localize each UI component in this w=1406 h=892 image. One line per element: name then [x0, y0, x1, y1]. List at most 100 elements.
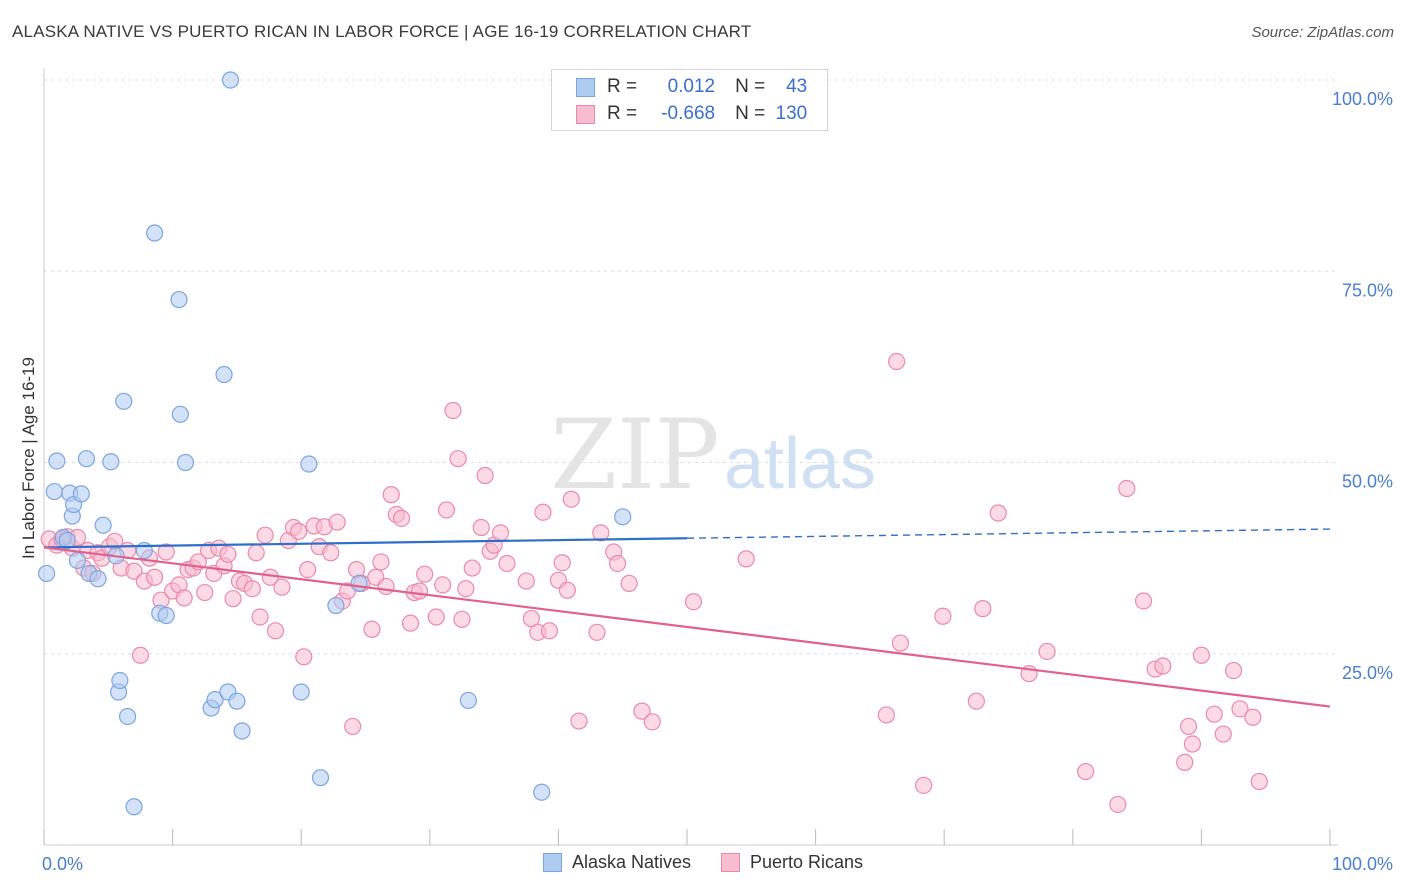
alaska-point: [45, 482, 63, 501]
puerto-point: [416, 565, 434, 583]
puerto-point: [491, 524, 510, 542]
puerto-point: [967, 692, 985, 710]
puerto-point: [427, 608, 445, 626]
alaska-point: [228, 692, 246, 710]
watermark-zip: ZIP: [550, 399, 719, 511]
puerto-point: [915, 776, 933, 794]
puerto-point: [517, 572, 535, 590]
puerto-point: [273, 578, 291, 596]
puerto-point: [540, 622, 558, 640]
r-label: R =: [607, 76, 638, 97]
alaska-point: [221, 71, 240, 89]
alaska-point: [170, 290, 188, 309]
puerto-swatch: [576, 104, 595, 124]
y-tick-label: 100.0%: [1332, 89, 1393, 109]
puerto-point: [251, 608, 269, 626]
alaska-point: [176, 453, 195, 472]
puerto-point: [299, 560, 317, 579]
puerto-point: [145, 568, 164, 586]
series-legend: Alaska Natives Puerto Ricans: [0, 852, 1406, 873]
puerto-point: [344, 717, 362, 736]
alaska-point: [459, 691, 477, 710]
legend-item-alaska: Alaska Natives: [542, 852, 691, 873]
puerto-point: [1109, 795, 1127, 814]
puerto-point: [131, 646, 150, 664]
puerto-point: [196, 583, 214, 602]
x-tick-label: 100.0%: [1332, 854, 1393, 874]
source-label: Source: ZipAtlas.com: [1251, 24, 1394, 41]
puerto-point: [247, 544, 265, 562]
puerto-point: [453, 610, 471, 628]
puerto-point: [372, 553, 390, 571]
alaska-point: [58, 531, 76, 550]
n-value: 130: [775, 103, 808, 124]
n-label: N =: [735, 103, 766, 124]
puerto-point: [989, 504, 1007, 522]
puerto-point: [934, 607, 952, 625]
grid-layer: [44, 79, 1338, 655]
puerto-point: [592, 524, 610, 542]
puerto-point: [684, 593, 703, 611]
r-label: R =: [607, 103, 638, 124]
alaska-point: [215, 365, 233, 384]
puerto-point: [1134, 592, 1153, 610]
puerto-point: [382, 486, 400, 504]
puerto-point: [1038, 642, 1056, 661]
n-label: N =: [735, 76, 766, 97]
puerto-point: [891, 634, 910, 652]
puerto-point: [449, 450, 467, 468]
puerto-point: [243, 580, 261, 598]
puerto-point: [363, 620, 381, 638]
chart-title: ALASKA NATIVE VS PUERTO RICAN IN LABOR F…: [12, 22, 752, 41]
puerto-point: [1244, 708, 1262, 726]
points-layer: [37, 71, 1268, 816]
alaska-point: [233, 722, 251, 740]
alaska-legend-label: Alaska Natives: [571, 852, 691, 872]
puerto-point: [1250, 772, 1268, 791]
puerto-point: [620, 574, 638, 592]
r-value: -0.668: [661, 103, 716, 124]
puerto-point: [1192, 646, 1211, 664]
alaska-trend-extension: [686, 528, 1331, 539]
alaska-point: [77, 450, 96, 468]
alaska-swatch: [576, 77, 595, 97]
puerto-point: [1154, 657, 1172, 675]
alaska-point: [145, 224, 164, 242]
trend-layer: [43, 528, 1331, 708]
alaska-point: [327, 596, 345, 615]
puerto-point: [553, 554, 571, 572]
r-value: 0.012: [667, 76, 716, 97]
alaska-point: [102, 453, 120, 471]
puerto-point: [737, 550, 755, 568]
puerto-point: [125, 562, 143, 580]
watermark: ZIP atlas: [550, 399, 876, 511]
puerto-legend-label: Puerto Ricans: [750, 852, 864, 872]
puerto-point: [522, 609, 540, 628]
puerto-point: [410, 582, 429, 600]
puerto-point: [1118, 479, 1136, 498]
alaska-point: [111, 671, 129, 690]
legend-item-puerto: Puerto Ricans: [721, 852, 863, 873]
puerto-point: [633, 702, 651, 720]
puerto-point: [157, 543, 175, 561]
puerto-point: [608, 554, 627, 573]
puerto-point: [570, 712, 588, 730]
puerto-point: [877, 706, 895, 724]
puerto-point: [444, 401, 462, 420]
puerto-point: [476, 466, 494, 485]
puerto-point: [290, 522, 308, 540]
puerto-point: [437, 501, 456, 519]
puerto-point: [266, 622, 285, 640]
y-tick-label: 50.0%: [1342, 472, 1393, 492]
alaska-point: [311, 769, 330, 787]
n-value: 43: [786, 76, 808, 97]
puerto-point: [224, 590, 242, 608]
alaska-point: [300, 455, 318, 473]
alaska-point: [292, 683, 310, 701]
puerto-point: [377, 577, 395, 596]
alaska-point: [157, 606, 175, 625]
legend-row-alaska: R = 0.012 N = 43: [576, 74, 807, 100]
puerto-point: [1224, 661, 1243, 680]
watermark-atlas: atlas: [724, 424, 876, 504]
